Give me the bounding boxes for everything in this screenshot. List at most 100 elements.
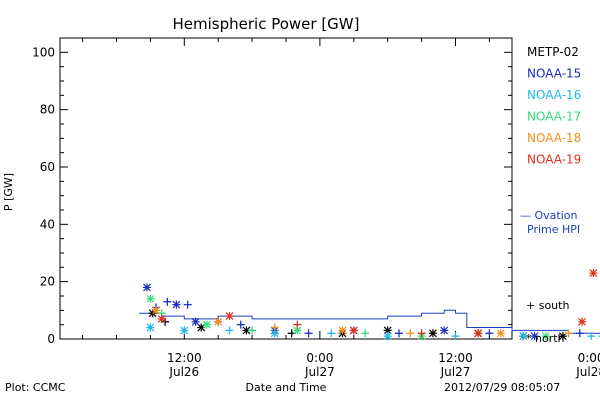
marker-stroke: [383, 332, 392, 341]
marker-stroke: [172, 300, 181, 309]
point-metp-02-north: [428, 329, 437, 338]
point-noaa-16-north: [383, 332, 392, 341]
point-noaa-15-north: [530, 332, 539, 341]
marker-stroke: [146, 323, 155, 332]
marker-stroke: [146, 294, 155, 303]
marker-stroke: [293, 326, 302, 335]
point-noaa-17-south: [361, 329, 370, 338]
legend-item: METP-02: [527, 45, 579, 59]
point-noaa-18-south: [270, 323, 279, 332]
marker-stroke: [519, 332, 528, 341]
x-tick-label-date: Jul27: [304, 365, 335, 379]
marker-stroke: [152, 306, 160, 315]
point-noaa-18-north: [338, 326, 347, 335]
marker-stroke: [474, 329, 483, 338]
point-noaa-18-south: [564, 329, 573, 338]
point-metp-02-north: [242, 326, 251, 335]
point-noaa-15-north: [440, 326, 449, 335]
marker-stroke: [383, 326, 392, 335]
point-noaa-17-north: [202, 320, 211, 329]
point-noaa-17-north: [541, 332, 550, 341]
marker-stroke: [180, 326, 189, 335]
point-noaa-18-south: [406, 329, 415, 338]
point-noaa-15-south: [163, 297, 172, 306]
point-noaa-19-north: [578, 317, 587, 326]
point-noaa-15-south: [183, 300, 192, 309]
marker-key-south: + south: [526, 299, 569, 312]
marker-stroke: [428, 329, 437, 338]
plot-timestamp: 2012/07/29 08:05:07: [444, 381, 560, 394]
point-noaa-19-north: [474, 329, 483, 338]
marker-stroke: [541, 332, 550, 341]
marker-stroke: [578, 317, 586, 326]
point-noaa-15-north: [172, 300, 181, 309]
legend-item: NOAA-15: [527, 67, 581, 81]
x-tick-label-date: Jul27: [440, 365, 471, 379]
marker-stroke: [270, 329, 279, 338]
point-noaa-16-south: [225, 326, 234, 335]
point-noaa-18-north: [496, 329, 505, 338]
point-noaa-16-south: [451, 332, 460, 341]
plot-area-frame: [59, 37, 513, 340]
ovation-prime-line: [139, 309, 600, 334]
point-noaa-16-north: [519, 332, 528, 341]
point-noaa-15-south: [575, 329, 584, 338]
marker-stroke: [225, 312, 234, 320]
point-noaa-19-north: [157, 314, 166, 323]
point-noaa-16-south: [587, 332, 596, 341]
marker-stroke: [496, 329, 505, 338]
x-tick-label-time: 12:00: [167, 351, 202, 365]
marker-stroke: [214, 317, 223, 326]
marker-stroke: [338, 326, 347, 335]
y-tick-label: 40: [40, 217, 55, 231]
point-noaa-15-north: [191, 317, 200, 326]
point-noaa-19-south: [293, 320, 302, 329]
ovation-label-line2: Prime HPI: [527, 223, 580, 236]
x-tick-label-time: 0:00: [306, 351, 333, 365]
point-noaa-16-north: [146, 323, 155, 332]
point-metp-02-north: [558, 332, 567, 341]
y-tick-label: 20: [40, 275, 55, 289]
marker-stroke: [589, 269, 598, 277]
y-tick-label: 0: [47, 332, 55, 346]
x-tick-label-time: 0:00: [578, 351, 600, 365]
point-noaa-16-south: [327, 329, 336, 338]
x-tick-label-date: Jul28: [575, 365, 600, 379]
point-noaa-19-north: [349, 326, 358, 335]
point-noaa-18-north: [152, 306, 161, 315]
data-points: [143, 269, 600, 341]
x-axis-label: Date and Time: [246, 381, 327, 394]
legend-item: NOAA-19: [527, 153, 581, 167]
marker-stroke: [349, 326, 358, 335]
point-noaa-15-south: [485, 329, 494, 338]
legend-item: NOAA-17: [527, 110, 581, 124]
ovation-prime-series-line: [139, 309, 600, 334]
y-tick-label: 80: [40, 103, 55, 117]
y-axis-label: P [GW]: [2, 173, 15, 211]
legend-item: NOAA-18: [527, 131, 581, 145]
marker-stroke: [440, 326, 449, 335]
y-tick-label: 60: [40, 160, 55, 174]
point-noaa-17-north: [146, 294, 155, 303]
point-noaa-19-north: [589, 269, 598, 278]
point-noaa-16-north: [180, 326, 189, 335]
marker-stroke: [202, 320, 211, 329]
marker-stroke: [242, 326, 251, 335]
point-noaa-15-south: [395, 329, 403, 338]
marker-stroke: [191, 317, 200, 326]
point-noaa-15-north: [143, 283, 152, 292]
x-tick-label-time: 12:00: [438, 351, 473, 365]
chart-title: Hemispheric Power [GW]: [173, 15, 360, 33]
point-noaa-19-north: [225, 312, 234, 321]
x-tick-label-date: Jul26: [168, 365, 199, 379]
marker-key-north: * north: [526, 332, 565, 345]
legend: METP-02 NOAA-15 NOAA-16 NOAA-17 NOAA-18 NOAA-…: [527, 45, 581, 167]
point-noaa-15-south: [236, 320, 245, 329]
plot-credit-label: Plot: CCMC: [5, 381, 66, 394]
point-noaa-19-south: [417, 329, 426, 338]
point-noaa-18-north: [214, 317, 223, 326]
point-noaa-17-south: [248, 326, 257, 335]
legend-item: NOAA-16: [527, 88, 581, 102]
marker-stroke: [157, 315, 166, 323]
